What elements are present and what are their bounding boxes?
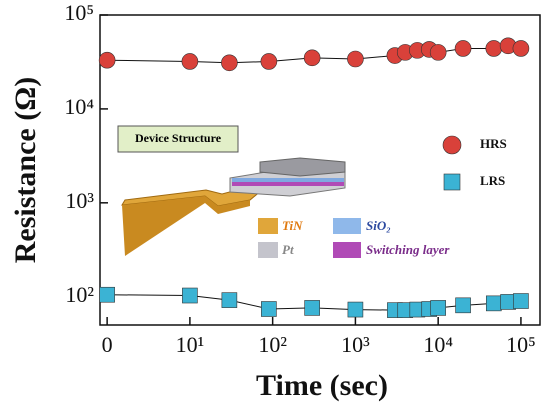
inset-title: Device Structure bbox=[135, 131, 222, 145]
legend-marker bbox=[444, 174, 460, 190]
y-tick-label: 10² bbox=[65, 282, 94, 307]
legend-label: LRS bbox=[480, 173, 505, 188]
x-tick-label: 10⁵ bbox=[506, 332, 536, 357]
switching-layer bbox=[232, 182, 344, 186]
y-axis-label: Resistance (Ω) bbox=[9, 77, 42, 263]
inset-label: SiO₂ bbox=[366, 218, 391, 233]
legend-switching bbox=[333, 242, 361, 258]
point bbox=[431, 300, 446, 315]
y-tick-label: 10⁴ bbox=[64, 94, 94, 119]
x-tick-label: 0 bbox=[102, 332, 113, 357]
point bbox=[348, 302, 363, 317]
point bbox=[182, 288, 197, 303]
point bbox=[304, 50, 320, 66]
point bbox=[222, 293, 237, 308]
legend-label: HRS bbox=[480, 136, 507, 151]
legend-sio2 bbox=[333, 218, 361, 234]
inset-label: Switching layer bbox=[366, 242, 450, 257]
sio2-layer bbox=[232, 178, 344, 182]
x-tick-label: 10¹ bbox=[176, 332, 205, 357]
point bbox=[221, 55, 237, 71]
point bbox=[513, 294, 528, 309]
point bbox=[347, 51, 363, 67]
x-axis-label: Time (sec) bbox=[256, 369, 388, 402]
point bbox=[99, 52, 115, 68]
x-tick-label: 10³ bbox=[341, 332, 370, 357]
inset: Device Structure TiN SiO₂ Pt Switching l… bbox=[118, 126, 450, 258]
legend-pt bbox=[258, 242, 278, 258]
tin-electrode-side bbox=[122, 196, 250, 256]
point bbox=[305, 300, 320, 315]
legend-tin bbox=[258, 218, 278, 234]
x-tick-label: 10² bbox=[258, 332, 287, 357]
inset-label: TiN bbox=[282, 218, 303, 233]
point bbox=[486, 296, 501, 311]
y-tick-label: 10⁵ bbox=[64, 0, 94, 25]
point bbox=[486, 40, 502, 56]
point bbox=[513, 40, 529, 56]
point bbox=[455, 40, 471, 56]
chart: Device Structure TiN SiO₂ Pt Switching l… bbox=[0, 0, 545, 415]
top-electrode bbox=[260, 158, 345, 176]
point bbox=[100, 287, 115, 302]
point bbox=[456, 298, 471, 313]
inset-label: Pt bbox=[282, 242, 294, 257]
y-tick-label: 10³ bbox=[65, 188, 94, 213]
point bbox=[261, 302, 276, 317]
point bbox=[182, 53, 198, 69]
point bbox=[430, 44, 446, 60]
x-tick-label: 10⁴ bbox=[423, 332, 453, 357]
point bbox=[261, 53, 277, 69]
legend-marker bbox=[443, 136, 461, 154]
